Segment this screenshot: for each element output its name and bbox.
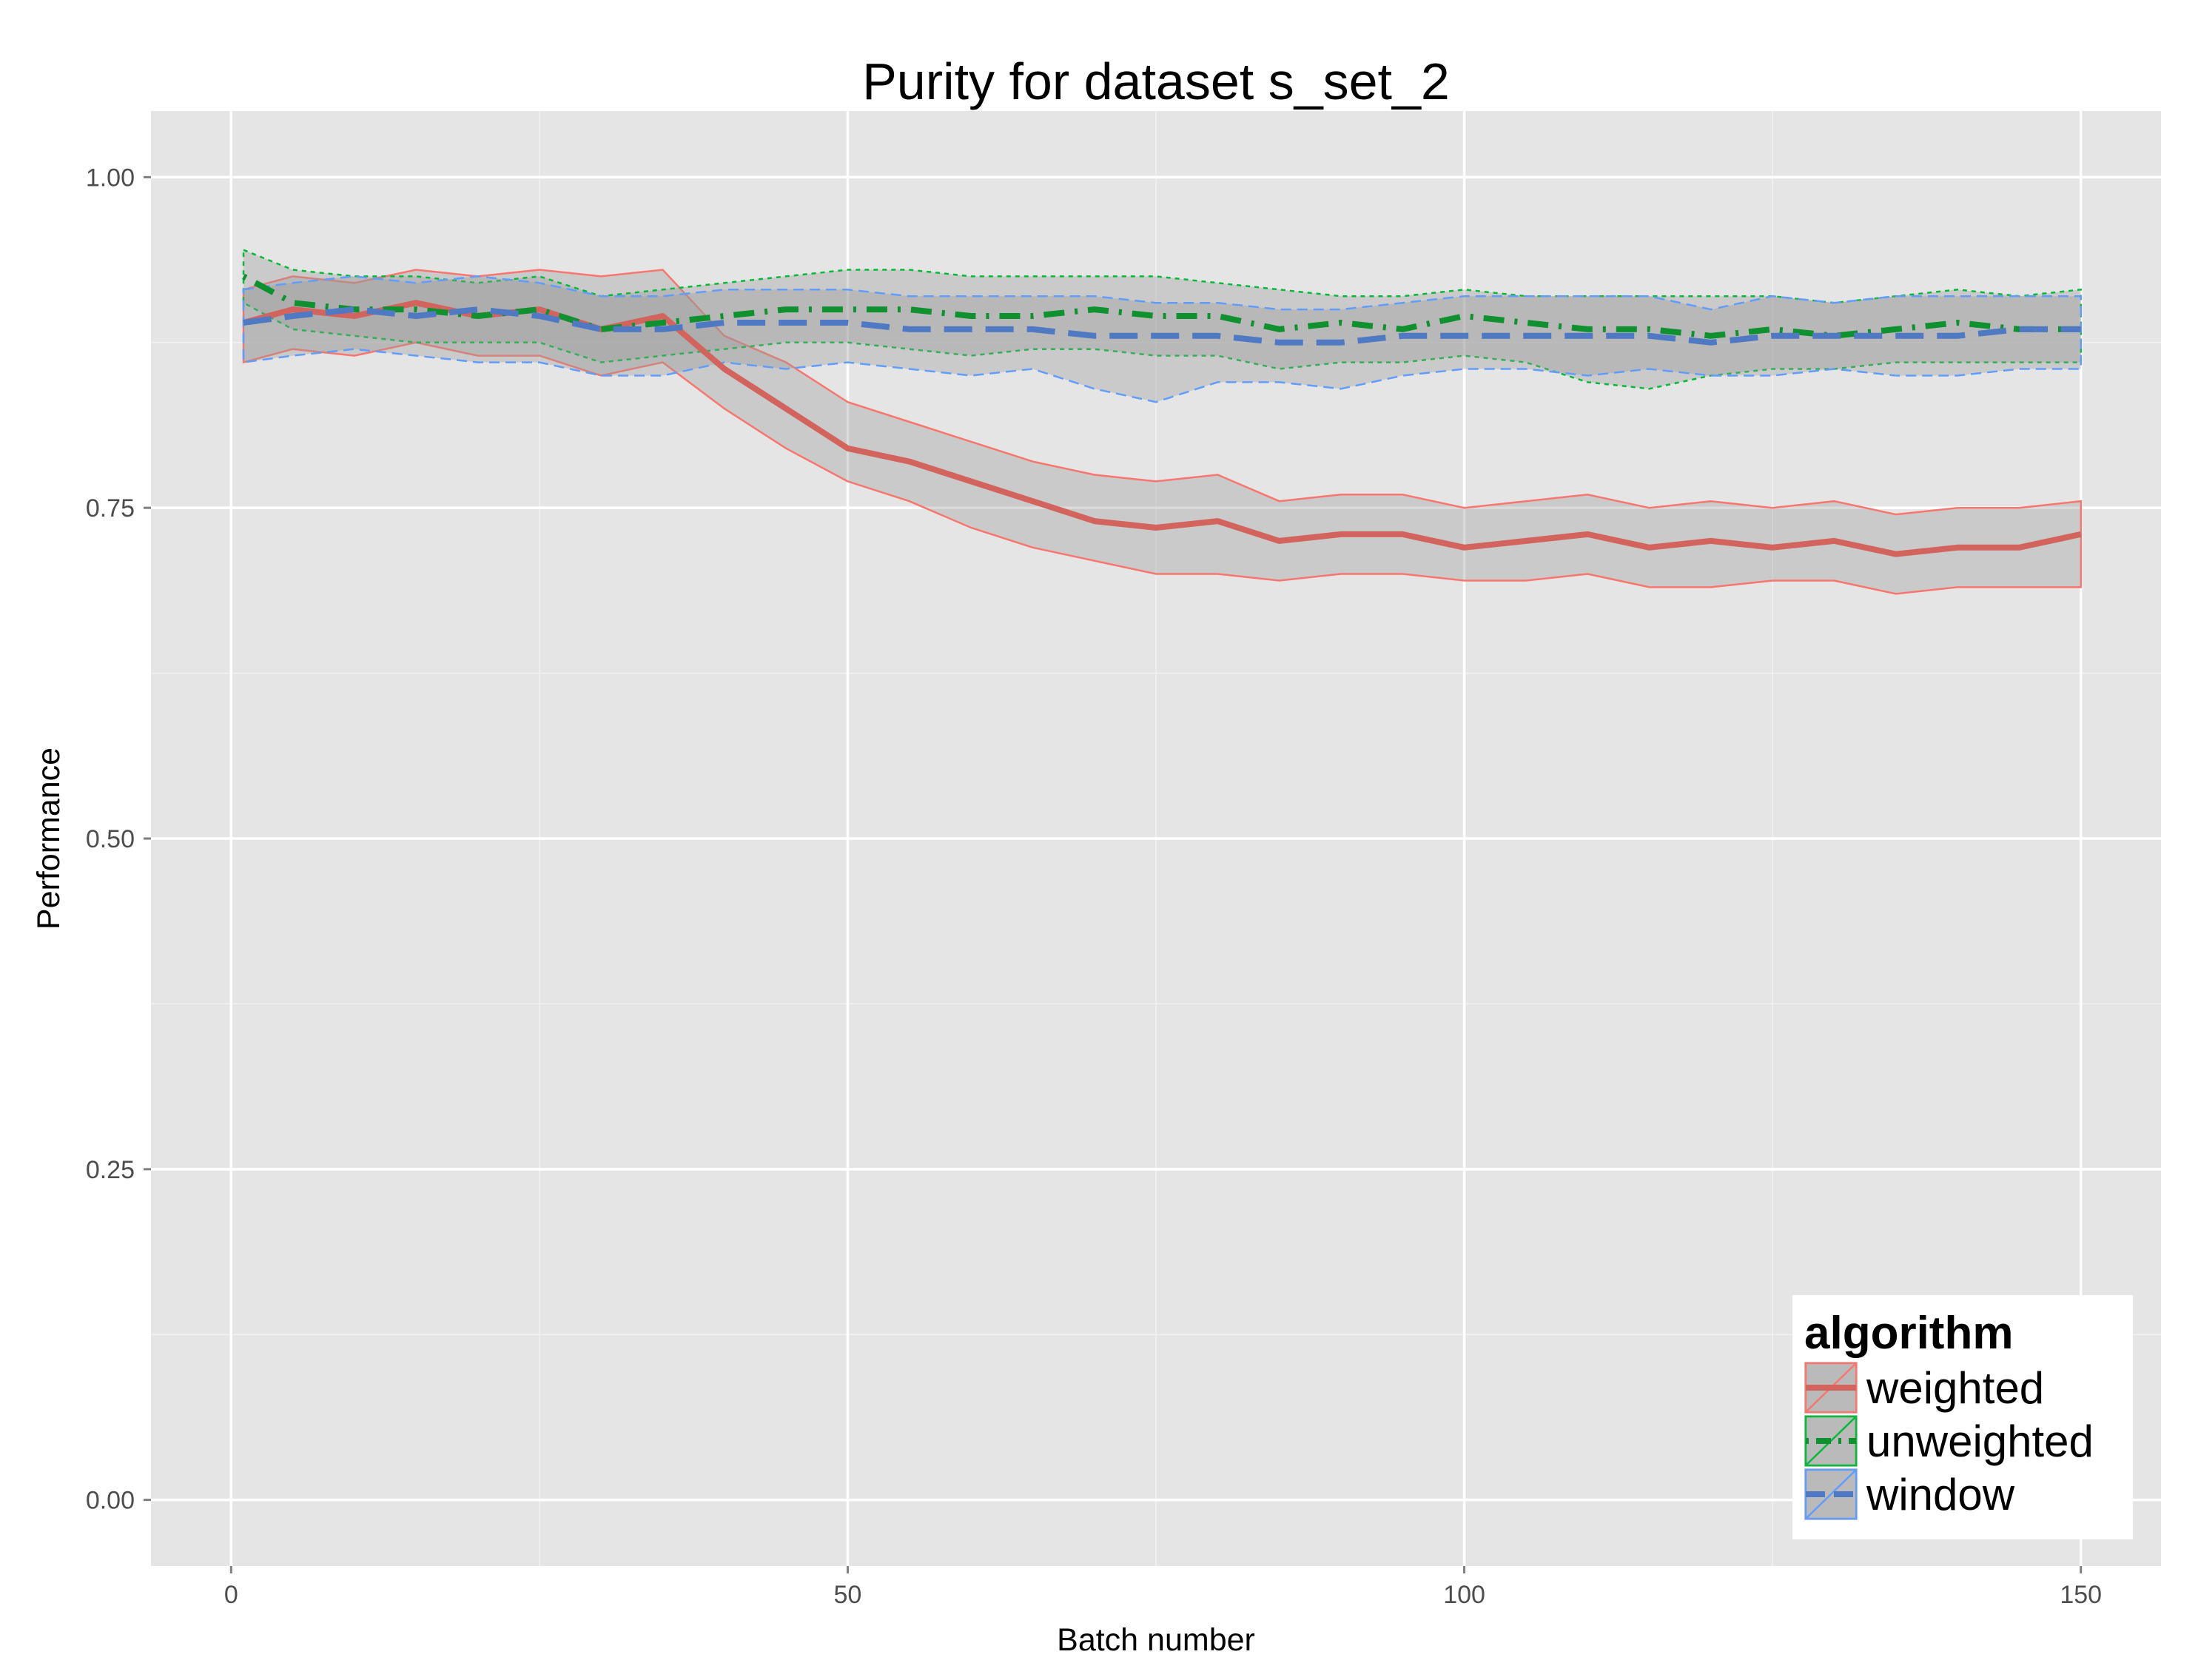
lines: [242, 273, 2082, 557]
ribbon-unweighted: [242, 248, 2082, 390]
y-tick-label: 0.75: [86, 494, 135, 523]
x-tick-label: 0: [224, 1581, 238, 1609]
y-tick-label: 1.00: [86, 164, 135, 192]
y-axis: 0.00 0.25 0.50 0.75 1.00: [86, 164, 151, 1515]
y-axis-title: Performance: [31, 747, 67, 930]
line-window: [243, 306, 2081, 346]
ribbon-window: [242, 275, 2082, 403]
y-tick-label: 0.00: [86, 1487, 135, 1515]
x-axis-title: Batch number: [1057, 1622, 1255, 1658]
chart-title: Purity for dataset s_set_2: [862, 53, 1450, 110]
y-tick-label: 0.50: [86, 825, 135, 853]
legend-label-window: window: [1866, 1470, 2015, 1519]
legend-label-unweighted: unweighted: [1866, 1417, 2094, 1466]
legend-title: algorithm: [1804, 1308, 2013, 1359]
x-tick-label: 100: [1443, 1581, 1485, 1609]
y-tick-label: 0.25: [86, 1156, 135, 1184]
x-tick-label: 150: [2060, 1581, 2102, 1609]
legend-label-weighted: weighted: [1866, 1363, 2044, 1413]
x-axis: 0 50 100 150: [224, 1566, 2102, 1609]
line-weighted: [242, 300, 2082, 557]
x-tick-label: 50: [834, 1581, 862, 1609]
legend-key-diag-window: [1805, 1469, 1857, 1519]
